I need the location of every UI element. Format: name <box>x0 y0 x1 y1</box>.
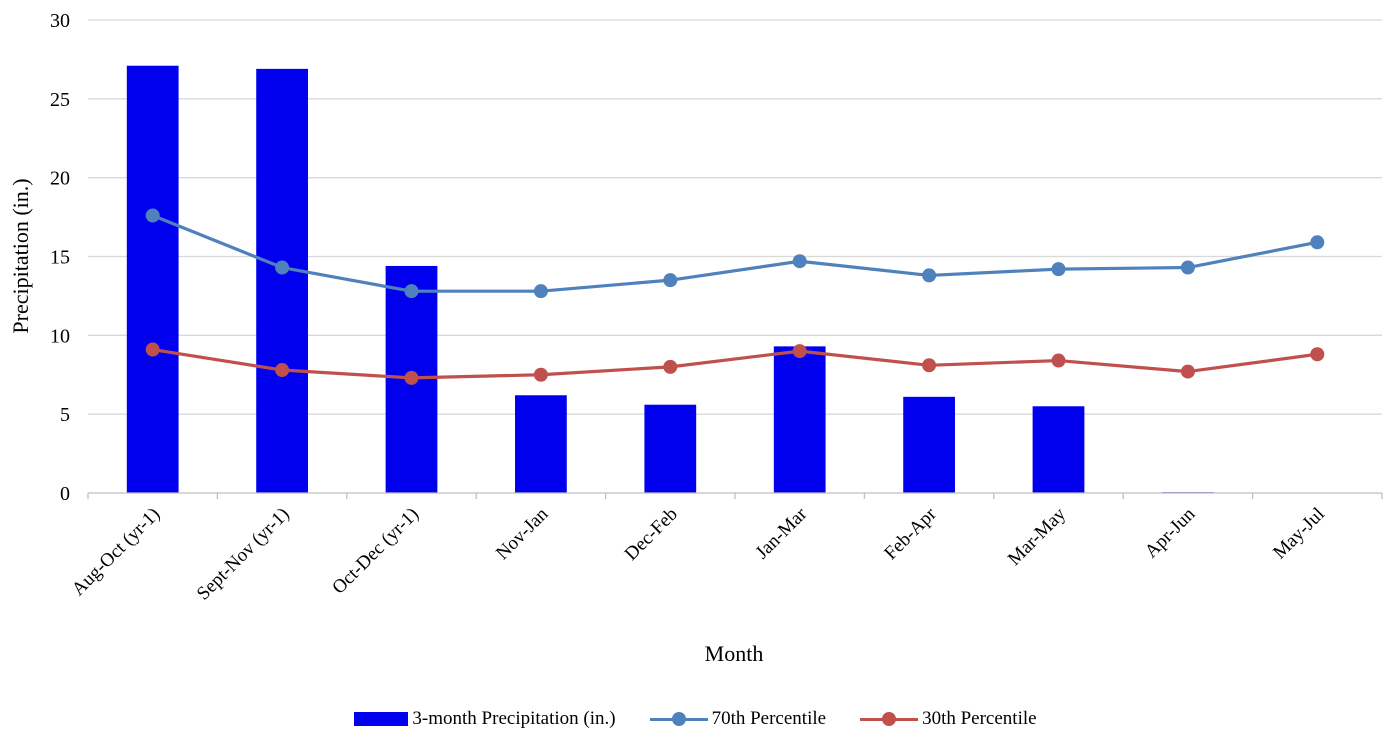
data-point <box>922 268 937 283</box>
y-tick-label: 0 <box>60 483 70 505</box>
bar <box>773 346 826 493</box>
data-point <box>922 358 937 373</box>
x-tick-label: Dec-Feb <box>621 504 682 565</box>
y-tick-label: 5 <box>60 404 70 426</box>
legend-swatch-70th <box>649 712 708 726</box>
legend-item-70th: 70th Percentile <box>649 708 827 730</box>
bar <box>644 404 697 493</box>
y-tick-label: 10 <box>50 325 70 347</box>
series-line <box>152 347 1318 380</box>
data-point <box>145 208 160 223</box>
legend-label-30th: 30th Percentile <box>922 708 1037 729</box>
x-axis-title: Month <box>705 641 764 666</box>
legend-label-precipitation: 3-month Precipitation (in.) <box>412 708 616 729</box>
y-tick-label: 30 <box>50 10 70 32</box>
data-point <box>792 254 807 269</box>
x-tick-label: Apr-Jun <box>1141 503 1200 562</box>
bar <box>515 395 567 493</box>
data-point <box>145 342 160 357</box>
data-point <box>1310 347 1325 362</box>
x-tick-label: Feb-Apr <box>880 503 941 564</box>
legend-item-30th: 30th Percentile <box>860 708 1037 730</box>
chart-svg: 0 5 10 15 20 25 30 Aug-Oct (yr-1) Sept-Nov (yr-1… <box>8 10 1383 666</box>
data-point <box>533 284 548 299</box>
data-point <box>1310 235 1325 250</box>
data-point <box>1180 364 1195 379</box>
data-point <box>792 344 807 359</box>
legend-label-70th: 70th Percentile <box>711 708 827 729</box>
x-tick-label: Oct-Dec (yr-1) <box>328 504 423 599</box>
y-tick-label: 15 <box>50 247 70 269</box>
bar <box>903 396 955 493</box>
x-tick-label: Mar-May <box>1004 503 1070 569</box>
data-point <box>663 359 678 374</box>
y-axis-title: Precipitation (in.) <box>8 178 33 333</box>
bar <box>256 68 308 494</box>
x-tick-label: Jan-Mar <box>752 503 812 563</box>
series-line <box>152 214 1318 293</box>
bar <box>1032 406 1085 493</box>
bar <box>126 65 179 494</box>
legend-swatch-30th <box>860 712 919 726</box>
y-tick-label: 25 <box>50 89 70 111</box>
data-point <box>1180 260 1195 275</box>
legend: 3-month Precipitation (in.) 70th Percent… <box>0 708 1391 730</box>
data-point <box>275 363 290 378</box>
data-point <box>404 370 419 385</box>
data-point <box>663 273 678 288</box>
x-tick-label: Aug-Oct (yr-1) <box>68 504 164 600</box>
y-tick-label: 20 <box>50 168 70 190</box>
line-series <box>145 208 1325 385</box>
data-point <box>404 284 419 299</box>
x-tick-label: May-Jul <box>1269 504 1329 564</box>
data-point <box>1051 262 1066 277</box>
data-point <box>533 367 548 382</box>
data-point <box>1051 353 1066 368</box>
x-tick-label: Sept-Nov (yr-1) <box>193 504 294 605</box>
legend-swatch-bar <box>354 712 409 726</box>
data-point <box>275 260 290 275</box>
x-tick-label: Nov-Jan <box>492 503 553 564</box>
legend-item-precipitation: 3-month Precipitation (in.) <box>354 708 616 730</box>
